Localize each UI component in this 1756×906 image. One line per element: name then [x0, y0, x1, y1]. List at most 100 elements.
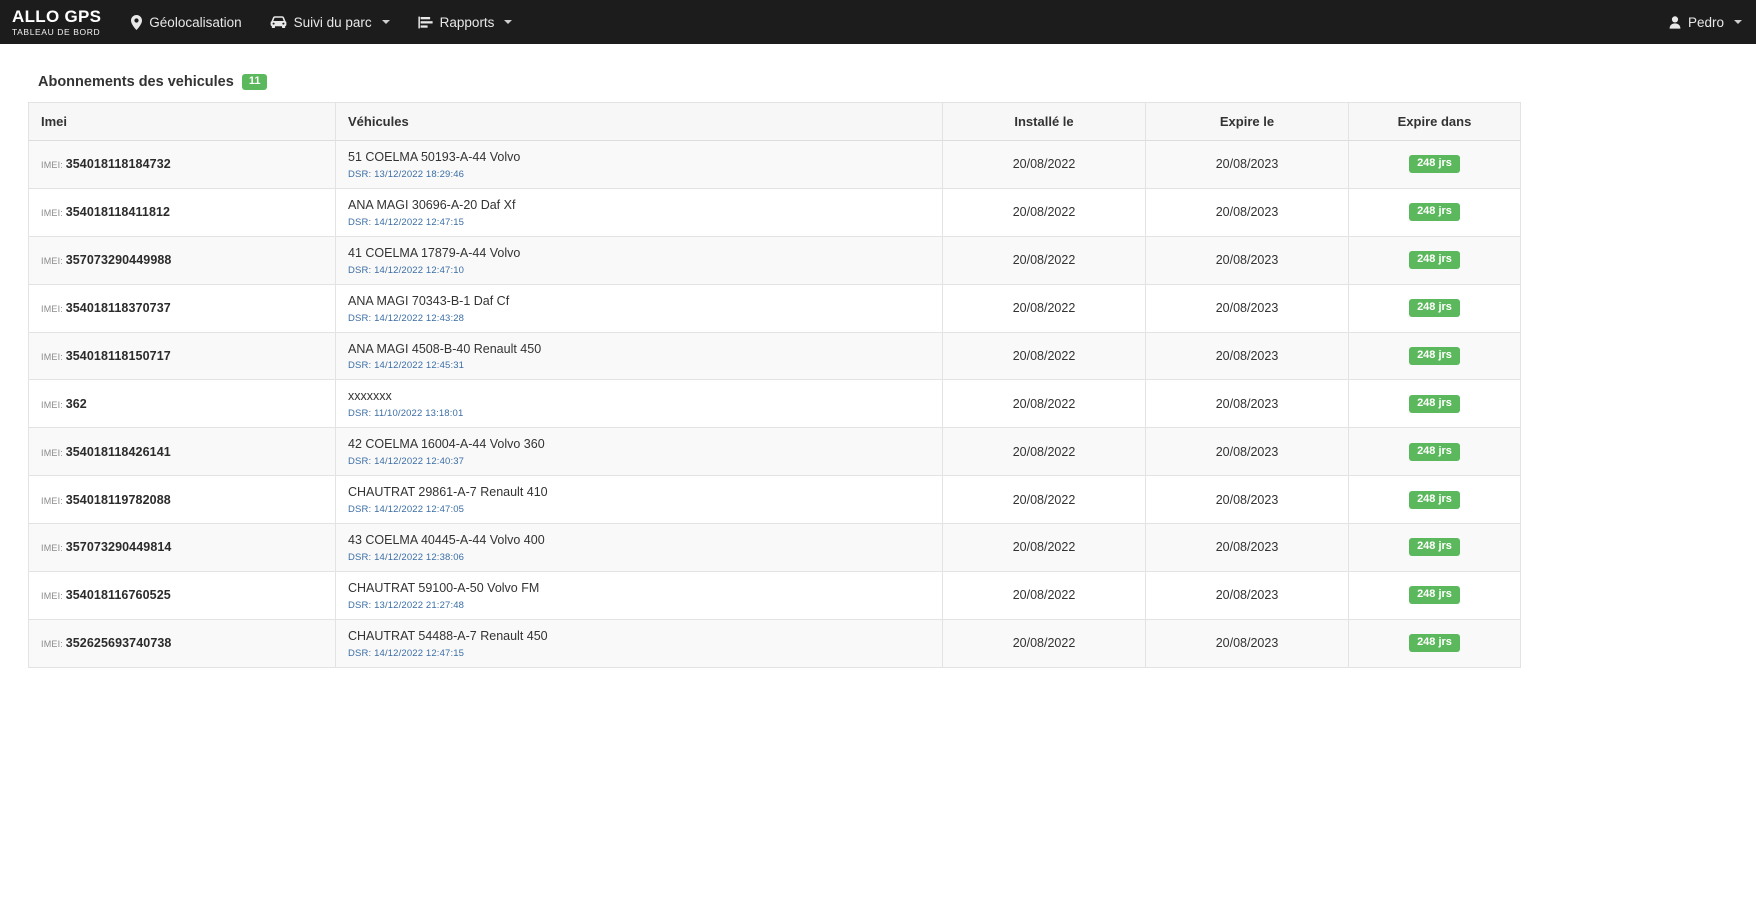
vehicule-name: ANA MAGI 4508-B-40 Renault 450: [348, 341, 542, 356]
table-row[interactable]: IMEI: 354018118150717 ANA MAGI 4508-B-40 …: [28, 331, 1521, 381]
status-badge[interactable]: 248 jrs: [1409, 203, 1460, 222]
user-menu[interactable]: Pedro: [1655, 0, 1756, 44]
cell-imei: IMEI: 354018118426141: [28, 427, 336, 477]
imei-value: 354018118411812: [65, 205, 171, 220]
column-header-installe[interactable]: Installé le: [942, 102, 1146, 141]
status-badge[interactable]: 248 jrs: [1409, 634, 1460, 653]
status-badge[interactable]: 248 jrs: [1409, 251, 1460, 270]
nav-item-label: Géolocalisation: [149, 14, 242, 30]
cell-installe-le: 20/08/2022: [942, 618, 1146, 668]
nav-items: Géolocalisation Suivi du parc: [117, 0, 526, 44]
status-badge[interactable]: 248 jrs: [1409, 155, 1460, 174]
cell-installe-le: 20/08/2022: [942, 187, 1146, 237]
table-row[interactable]: IMEI: 357073290449814 43 COELMA 40445-A-4…: [28, 523, 1521, 572]
page-title-text: Abonnements des vehicules: [38, 74, 234, 90]
user-icon: [1669, 15, 1681, 29]
brand-title: ALLO GPS: [12, 6, 102, 26]
vehicule-dsr: DSR: 11/10/2022 13:18:01: [348, 408, 464, 420]
cell-expire-le: 20/08/2023: [1145, 283, 1349, 333]
subscriptions-table: Imei Véhicules Installé le Expire le Exp…: [28, 102, 1521, 668]
imei-value: 352625693740738: [65, 636, 172, 651]
vehicule-name: xxxxxxx: [348, 389, 392, 404]
column-header-expire-dans[interactable]: Expire dans: [1348, 102, 1521, 141]
cell-expire-dans: 248 jrs: [1348, 235, 1521, 285]
cell-expire-dans: 248 jrs: [1348, 427, 1521, 477]
imei-label: IMEI:: [41, 639, 66, 650]
imei-label: IMEI:: [41, 495, 66, 506]
cell-imei: IMEI: 352625693740738: [28, 618, 336, 668]
vehicule-dsr: DSR: 13/12/2022 21:27:48: [348, 599, 465, 611]
table-row[interactable]: IMEI: 354018119782088 CHAUTRAT 29861-A-7 …: [28, 475, 1521, 524]
imei-value: 354018116760525: [65, 588, 171, 603]
vehicule-name: CHAUTRAT 54488-A-7 Renault 450: [348, 628, 548, 643]
cell-imei: IMEI: 354018116760525: [28, 570, 336, 620]
cell-expire-dans: 248 jrs: [1348, 618, 1521, 668]
imei-value: 362: [65, 396, 87, 411]
brand-subtitle: TABLEAU DE BORD: [12, 26, 101, 37]
cell-vehicule: CHAUTRAT 54488-A-7 Renault 450 DSR: 14/12…: [335, 618, 943, 668]
status-badge[interactable]: 248 jrs: [1409, 586, 1460, 605]
status-badge[interactable]: 248 jrs: [1409, 538, 1460, 557]
cell-installe-le: 20/08/2022: [942, 140, 1146, 189]
table-header-row: Imei Véhicules Installé le Expire le Exp…: [28, 102, 1521, 141]
column-header-imei[interactable]: Imei: [28, 102, 336, 141]
table-row[interactable]: IMEI: 354018116760525 CHAUTRAT 59100-A-50…: [28, 570, 1521, 620]
status-badge[interactable]: 248 jrs: [1409, 299, 1460, 318]
table-row[interactable]: IMEI: 352625693740738 CHAUTRAT 54488-A-7 …: [28, 618, 1521, 668]
vehicule-name: ANA MAGI 30696-A-20 Daf Xf: [348, 197, 516, 212]
cell-expire-le: 20/08/2023: [1145, 331, 1349, 381]
column-header-expire[interactable]: Expire le: [1145, 102, 1349, 141]
table-row[interactable]: IMEI: 354018118184732 51 COELMA 50193-A-4…: [28, 140, 1521, 189]
cell-installe-le: 20/08/2022: [942, 427, 1146, 477]
vehicule-dsr: DSR: 14/12/2022 12:38:06: [348, 551, 465, 563]
status-badge[interactable]: 248 jrs: [1409, 346, 1460, 365]
cell-installe-le: 20/08/2022: [942, 283, 1146, 333]
status-badge[interactable]: 248 jrs: [1409, 394, 1460, 413]
user-menu-label: Pedro: [1687, 14, 1724, 30]
imei-value: 354018118370737: [65, 301, 171, 316]
vehicule-dsr: DSR: 14/12/2022 12:43:28: [348, 312, 465, 324]
cell-expire-dans: 248 jrs: [1348, 523, 1521, 572]
imei-label: IMEI:: [41, 208, 66, 219]
vehicule-dsr: DSR: 13/12/2022 18:29:46: [348, 168, 465, 180]
chevron-down-icon: [1734, 20, 1742, 24]
cell-vehicule: ANA MAGI 4508-B-40 Renault 450 DSR: 14/12…: [335, 331, 943, 381]
cell-expire-dans: 248 jrs: [1348, 140, 1521, 189]
table-row[interactable]: IMEI: 354018118411812 ANA MAGI 30696-A-20…: [28, 187, 1521, 237]
cell-vehicule: ANA MAGI 70343-B-1 Daf Cf DSR: 14/12/2022…: [335, 283, 943, 333]
imei-value: 354018119782088: [65, 492, 171, 507]
cell-vehicule: 42 COELMA 16004-A-44 Volvo 360 DSR: 14/12…: [335, 427, 943, 477]
cell-imei: IMEI: 354018118184732: [28, 140, 336, 189]
cell-expire-le: 20/08/2023: [1145, 235, 1349, 285]
cell-installe-le: 20/08/2022: [942, 331, 1146, 381]
cell-expire-le: 20/08/2023: [1145, 140, 1349, 189]
table-row[interactable]: IMEI: 362 xxxxxxx DSR: 11/10/2022 13:18:01…: [28, 379, 1521, 429]
car-icon: [270, 15, 287, 29]
cell-expire-le: 20/08/2023: [1145, 379, 1349, 429]
table-row[interactable]: IMEI: 357073290449988 41 COELMA 17879-A-4…: [28, 235, 1521, 285]
nav-item-rapports[interactable]: Rapports: [404, 0, 527, 44]
cell-vehicule: CHAUTRAT 29861-A-7 Renault 410 DSR: 14/12…: [335, 475, 943, 524]
cell-expire-dans: 248 jrs: [1348, 187, 1521, 237]
nav-item-suivi-du-parc[interactable]: Suivi du parc: [256, 0, 404, 44]
brand-logo[interactable]: ALLO GPS TABLEAU DE BORD: [0, 0, 117, 44]
table-row[interactable]: IMEI: 354018118426141 42 COELMA 16004-A-4…: [28, 427, 1521, 477]
report-icon: [418, 16, 433, 29]
status-badge[interactable]: 248 jrs: [1409, 442, 1460, 461]
nav-item-geolocalisation[interactable]: Géolocalisation: [117, 0, 255, 44]
cell-expire-le: 20/08/2023: [1145, 427, 1349, 477]
imei-label: IMEI:: [41, 304, 66, 315]
vehicule-dsr: DSR: 14/12/2022 12:45:31: [348, 360, 465, 372]
table-row[interactable]: IMEI: 354018118370737 ANA MAGI 70343-B-1 …: [28, 283, 1521, 333]
cell-vehicule: 41 COELMA 17879-A-44 Volvo DSR: 14/12/202…: [335, 235, 943, 285]
imei-label: IMEI:: [41, 447, 66, 458]
imei-value: 357073290449988: [65, 253, 172, 268]
vehicule-name: CHAUTRAT 59100-A-50 Volvo FM: [348, 580, 540, 595]
status-badge[interactable]: 248 jrs: [1409, 490, 1460, 509]
cell-expire-le: 20/08/2023: [1145, 570, 1349, 620]
column-header-vehicules[interactable]: Véhicules: [335, 102, 943, 141]
cell-vehicule: 43 COELMA 40445-A-44 Volvo 400 DSR: 14/12…: [335, 523, 943, 572]
cell-vehicule: 51 COELMA 50193-A-44 Volvo DSR: 13/12/202…: [335, 140, 943, 189]
table-header: Imei Véhicules Installé le Expire le Exp…: [28, 102, 1521, 141]
cell-imei: IMEI: 357073290449814: [28, 523, 336, 572]
